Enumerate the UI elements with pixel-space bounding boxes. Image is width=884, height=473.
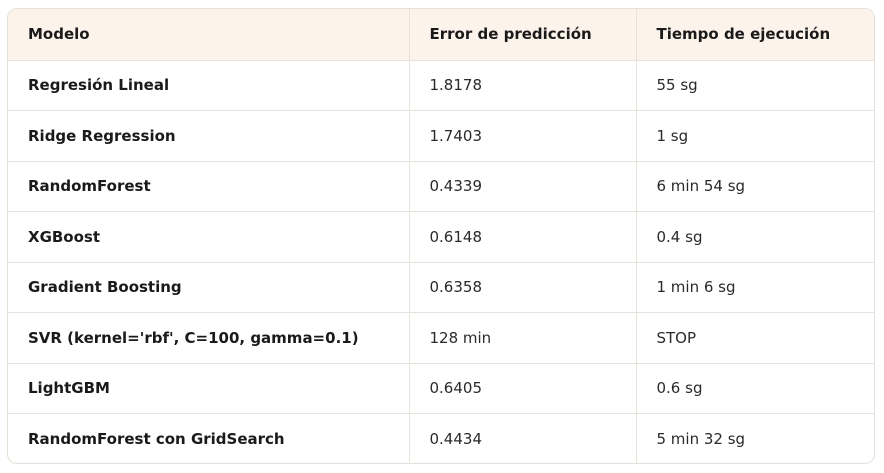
table-row: XGBoost 0.6148 0.4 sg — [8, 211, 874, 263]
cell-error: 0.6405 — [408, 363, 636, 414]
cell-model: Ridge Regression — [8, 110, 409, 162]
table-row: RandomForest 0.4339 6 min 54 sg — [8, 161, 874, 212]
table-row: SVR (kernel='rbf', C=100, gamma=0.1) 128… — [8, 312, 874, 364]
cell-model: Regresión Lineal — [8, 60, 409, 111]
cell-model: RandomForest con GridSearch — [28, 430, 285, 448]
table-row: RandomForest con GridSearch 0.4434 5 min… — [8, 413, 874, 463]
header-row: Modelo Error de predicción Tiempo de eje… — [8, 9, 874, 61]
cell-time: 0.6 sg — [635, 363, 874, 414]
cell-time: 5 min 32 sg — [635, 413, 874, 463]
cell-model: RandomForest — [8, 161, 409, 212]
table-header: Modelo Error de predicción Tiempo de eje… — [8, 9, 874, 61]
cell-time: 1 sg — [635, 110, 874, 162]
cell-error: 1.8178 — [408, 60, 636, 111]
results-table-container: Modelo Error de predicción Tiempo de eje… — [7, 8, 875, 464]
header-execution-time: Tiempo de ejecución — [635, 9, 874, 61]
cell-model: XGBoost — [8, 211, 409, 263]
cell-error: 1.7403 — [408, 110, 636, 162]
cell-time: 0.4 sg — [635, 211, 874, 263]
cell-model: Gradient Boosting — [8, 262, 409, 313]
cell-time: STOP — [635, 312, 874, 364]
table-row: Regresión Lineal 1.8178 55 sg — [8, 60, 874, 111]
cell-error: 0.6358 — [408, 262, 636, 313]
cell-model: SVR (kernel='rbf', C=100, gamma=0.1) — [8, 312, 409, 364]
cell-time: 6 min 54 sg — [635, 161, 874, 212]
table-row: Ridge Regression 1.7403 1 sg — [8, 110, 874, 162]
cell-error: 0.4339 — [408, 161, 636, 212]
cell-error: 0.6148 — [408, 211, 636, 263]
table-body: Regresión Lineal 1.8178 55 sg Ridge Regr… — [8, 60, 874, 463]
header-prediction-error: Error de predicción — [408, 9, 636, 61]
cell-time: 1 min 6 sg — [635, 262, 874, 313]
cell-model: LightGBM — [8, 363, 409, 414]
header-model: Modelo — [8, 9, 409, 61]
cell-error: 0.4434 — [408, 413, 636, 463]
cell-error: 128 min — [408, 312, 636, 364]
cell-time: 55 sg — [635, 60, 874, 111]
results-table: Modelo Error de predicción Tiempo de eje… — [8, 9, 874, 463]
table-row: Gradient Boosting 0.6358 1 min 6 sg — [8, 262, 874, 313]
table-row: LightGBM 0.6405 0.6 sg — [8, 363, 874, 414]
